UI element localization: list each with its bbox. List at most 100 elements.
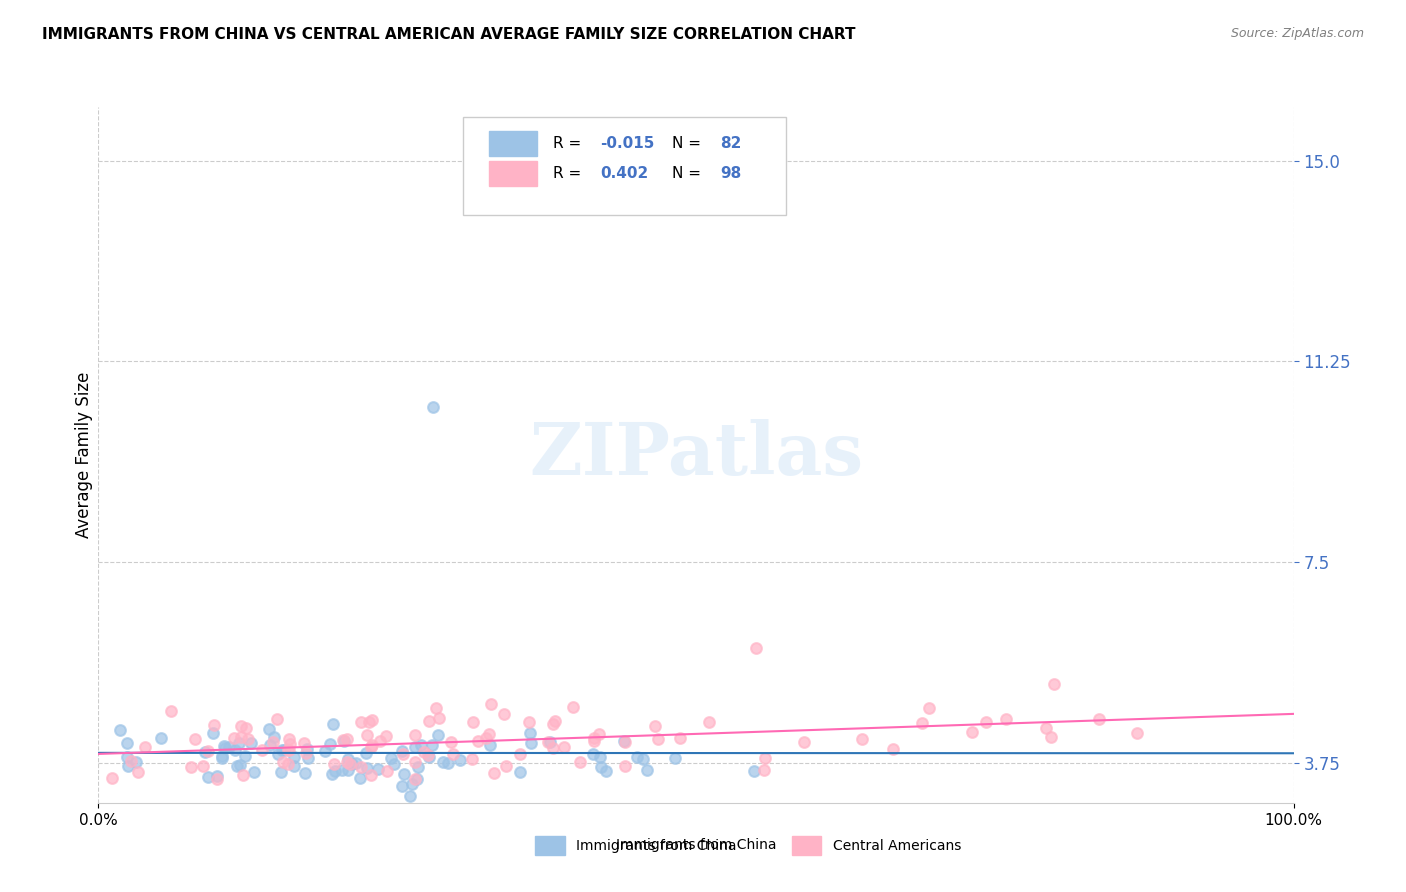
Point xyxy=(479,697,502,711)
Point xyxy=(214,741,236,756)
Point xyxy=(349,760,371,774)
Point xyxy=(406,760,429,774)
FancyBboxPatch shape xyxy=(463,118,786,215)
Point xyxy=(278,743,301,757)
Point xyxy=(745,640,768,655)
Point xyxy=(332,733,354,747)
Point xyxy=(613,734,636,748)
Point xyxy=(479,738,502,752)
FancyBboxPatch shape xyxy=(489,131,537,156)
Point xyxy=(589,750,612,764)
Point xyxy=(359,715,381,730)
Point xyxy=(205,772,228,786)
Text: 82: 82 xyxy=(720,136,741,151)
Point xyxy=(360,713,382,727)
Point xyxy=(626,749,648,764)
Point xyxy=(250,743,273,757)
Point xyxy=(404,772,426,786)
Point xyxy=(330,763,353,777)
Point xyxy=(349,771,371,785)
Point xyxy=(478,727,501,741)
Point xyxy=(631,752,654,766)
Point xyxy=(277,757,299,772)
Point xyxy=(211,751,233,765)
Point xyxy=(191,759,214,773)
Point xyxy=(449,753,471,767)
Point xyxy=(432,756,454,770)
Point xyxy=(425,701,447,715)
Text: Immigrants from China: Immigrants from China xyxy=(616,838,776,852)
Point xyxy=(582,734,605,748)
Point xyxy=(1126,726,1149,740)
Point xyxy=(974,715,997,730)
Point xyxy=(222,731,245,745)
Point xyxy=(517,714,540,729)
Point xyxy=(184,732,207,747)
Point xyxy=(360,740,382,755)
Point xyxy=(851,732,873,747)
Point xyxy=(340,757,363,772)
Point xyxy=(257,722,280,736)
Point xyxy=(273,743,295,757)
Point xyxy=(360,768,382,782)
Point xyxy=(232,767,254,781)
Point xyxy=(332,733,354,747)
Point xyxy=(339,756,361,771)
Point xyxy=(271,742,294,756)
Point xyxy=(218,739,240,754)
Point xyxy=(150,731,173,746)
Point xyxy=(336,731,359,746)
Point xyxy=(354,746,377,760)
FancyBboxPatch shape xyxy=(489,161,537,186)
Point xyxy=(467,734,489,748)
Point xyxy=(541,741,564,756)
Point xyxy=(297,751,319,765)
Point xyxy=(644,719,666,733)
Point xyxy=(368,734,391,748)
Point xyxy=(231,719,253,733)
Point xyxy=(614,735,637,749)
Point xyxy=(297,742,319,756)
Text: -0.015: -0.015 xyxy=(600,136,655,151)
Point xyxy=(117,759,139,773)
Point xyxy=(754,763,776,777)
Point xyxy=(278,732,301,747)
Point xyxy=(323,764,346,778)
Text: IMMIGRANTS FROM CHINA VS CENTRAL AMERICAN AVERAGE FAMILY SIZE CORRELATION CHART: IMMIGRANTS FROM CHINA VS CENTRAL AMERICA… xyxy=(42,27,856,42)
Point xyxy=(367,762,389,776)
Point xyxy=(115,750,138,764)
Point xyxy=(180,760,202,774)
Point xyxy=(793,735,815,749)
Text: Immigrants from China: Immigrants from China xyxy=(576,839,737,853)
Point xyxy=(537,735,560,749)
Point xyxy=(226,758,249,772)
Text: Source: ZipAtlas.com: Source: ZipAtlas.com xyxy=(1230,27,1364,40)
Point xyxy=(636,763,658,777)
Point xyxy=(418,750,440,764)
Point xyxy=(205,769,228,783)
Point xyxy=(204,718,226,732)
Point xyxy=(160,704,183,718)
Point xyxy=(267,747,290,762)
Point xyxy=(224,743,246,757)
Point xyxy=(197,770,219,784)
Point xyxy=(344,756,367,770)
Text: 0.402: 0.402 xyxy=(600,166,648,181)
Point xyxy=(120,754,142,768)
Point xyxy=(336,755,359,769)
Point xyxy=(583,731,606,746)
Point xyxy=(401,777,423,791)
Text: ZIPatlas: ZIPatlas xyxy=(529,419,863,491)
Point xyxy=(233,749,256,764)
Point xyxy=(418,714,440,728)
Point xyxy=(322,717,344,731)
Point xyxy=(422,400,444,414)
Point xyxy=(882,742,904,756)
Point xyxy=(412,745,434,759)
Text: R =: R = xyxy=(553,136,586,151)
Point xyxy=(380,750,402,764)
Y-axis label: Average Family Size: Average Family Size xyxy=(75,372,93,538)
Point xyxy=(591,759,613,773)
Point xyxy=(277,743,299,757)
Point xyxy=(270,765,292,780)
